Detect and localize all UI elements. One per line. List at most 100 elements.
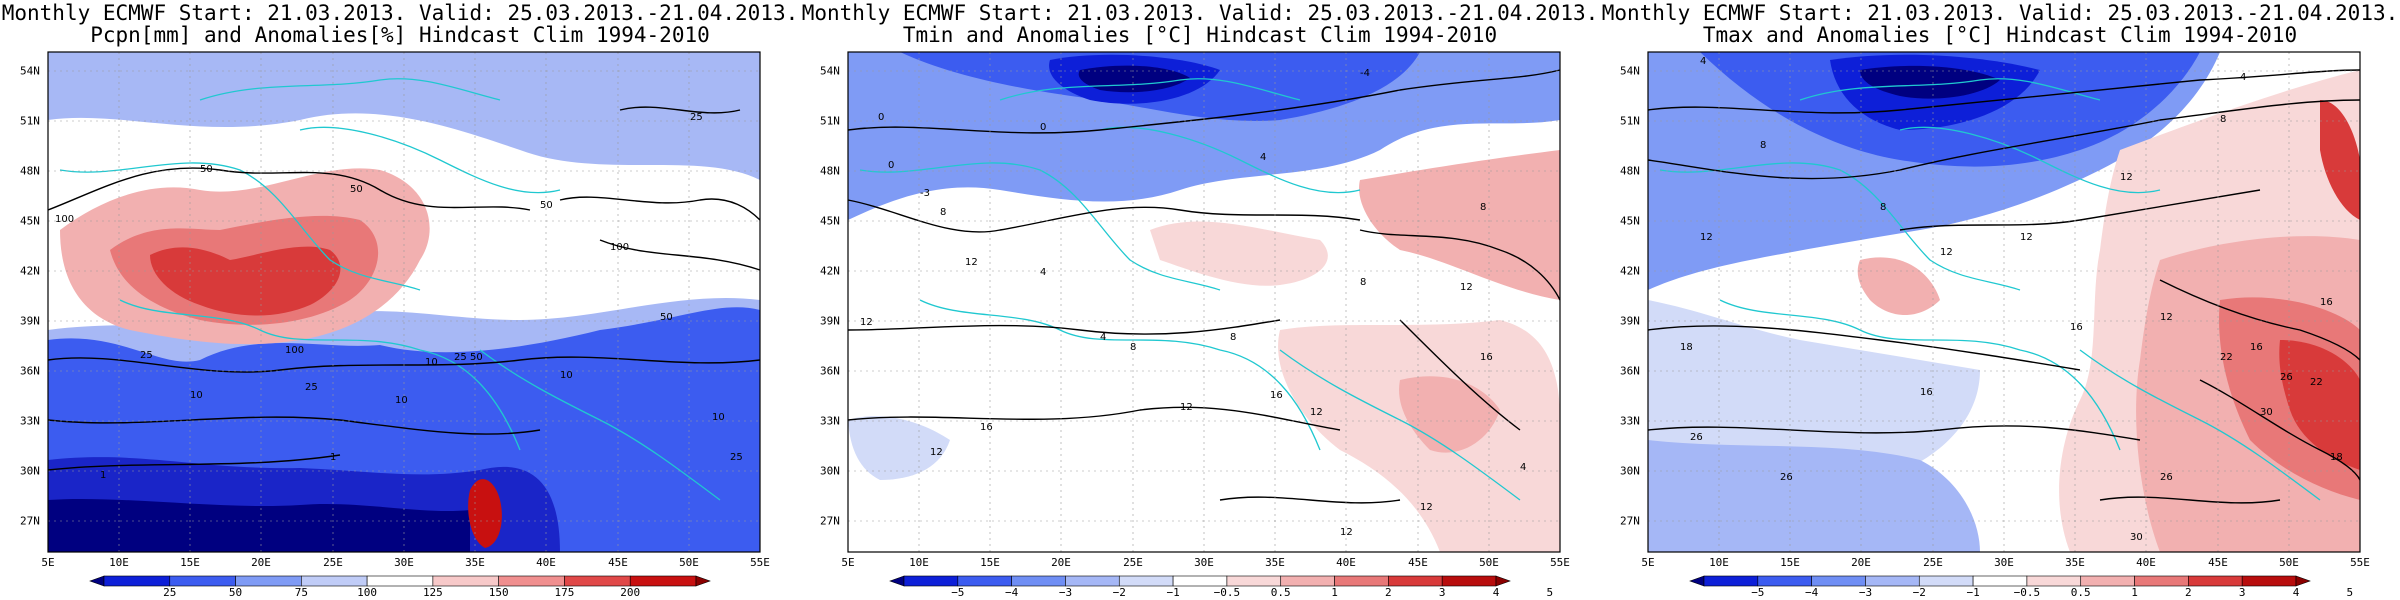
contour-label: 100 xyxy=(55,214,74,225)
colorbar-label: 4 xyxy=(1492,586,1500,599)
panel-subtitle: Tmin and Anomalies [°C] Hindcast Clim 19… xyxy=(902,23,1498,47)
x-tick: 5E xyxy=(41,556,55,569)
x-tick: 55E xyxy=(2350,556,2370,569)
colorbar-label: 5 xyxy=(2346,586,2354,599)
contour-label: 50 xyxy=(540,200,553,211)
x-tick: 45E xyxy=(1408,556,1428,569)
colorbar-label: −4 xyxy=(1005,586,1019,599)
colorbar-swatch xyxy=(301,575,368,587)
contour-label: 10 xyxy=(425,357,438,368)
contour-label: 12 xyxy=(2020,232,2033,243)
colorbar xyxy=(889,575,1511,587)
contour-label: 30 xyxy=(2260,407,2273,418)
y-tick: 54N xyxy=(820,64,840,78)
contour-label: 12 xyxy=(1420,502,1433,513)
x-tick: 20E xyxy=(1051,556,1071,569)
contour-label: 8 xyxy=(1760,140,1766,151)
x-tick: 35E xyxy=(465,556,485,569)
panel-title: Monthly ECMWF Start: 21.03.2013. Valid: … xyxy=(1,1,799,25)
y-tick: 33N xyxy=(820,414,840,428)
x-tick: 50E xyxy=(679,556,699,569)
contour-label: 1 xyxy=(100,470,106,481)
colorbar-swatch xyxy=(1811,575,1866,587)
contour-label: 4 xyxy=(1100,332,1106,343)
colorbar-swatch xyxy=(2295,575,2311,587)
x-tick: 30E xyxy=(1194,556,1214,569)
contour-label: 12 xyxy=(860,317,873,328)
y-tick: 45N xyxy=(820,214,840,228)
colorbar-swatch xyxy=(2134,575,2189,587)
contour-label: 8 xyxy=(2220,114,2226,125)
colorbar-label: 0.5 xyxy=(2070,586,2091,599)
y-tick: 39N xyxy=(20,314,40,328)
contour-label: 16 xyxy=(2320,297,2333,308)
colorbar-label: 125 xyxy=(422,586,443,599)
colorbar-swatch xyxy=(1918,575,1974,587)
contour-label: 4 xyxy=(1700,56,1706,67)
colorbar-swatch xyxy=(1334,575,1389,587)
contour-label: -3 xyxy=(920,188,930,199)
x-tick: 50E xyxy=(1479,556,1499,569)
y-tick: 45N xyxy=(1620,214,1640,228)
contour-label: 8 xyxy=(1230,332,1236,343)
colorbar-swatch xyxy=(1172,575,1228,587)
contour-label: 12 xyxy=(1180,402,1193,413)
y-tick: 42N xyxy=(1620,264,1640,278)
colorbar-label: −4 xyxy=(1805,586,1819,599)
x-tick: 10E xyxy=(1709,556,1729,569)
colorbar-swatch xyxy=(1865,575,1920,587)
contour-label: 16 xyxy=(1920,387,1933,398)
contour-label: 12 xyxy=(1700,232,1713,243)
colorbar-swatch xyxy=(903,575,959,587)
x-tick: 55E xyxy=(750,556,770,569)
contour-label: 22 xyxy=(2310,377,2323,388)
x-tick: 20E xyxy=(1851,556,1871,569)
contour-label: 12 xyxy=(2160,312,2173,323)
colorbar-label: −5 xyxy=(1751,586,1765,599)
tmin-panel: Monthly ECMWF Start: 21.03.2013. Valid: … xyxy=(800,0,1600,600)
y-tick: 48N xyxy=(20,164,40,178)
contour-label: 8 xyxy=(1360,277,1366,288)
contour-label: 25 xyxy=(730,452,743,463)
contour-label: 100 xyxy=(610,242,629,253)
contour-label: 100 xyxy=(285,345,304,356)
contour-label: 16 xyxy=(2250,342,2263,353)
contour-label: 8 xyxy=(940,207,946,218)
y-tick: 30N xyxy=(820,464,840,478)
contour-label: 0 xyxy=(878,112,884,123)
contour-label: 25 xyxy=(140,350,153,361)
x-tick: 35E xyxy=(2065,556,2085,569)
colorbar-swatch xyxy=(89,575,105,587)
y-tick: 33N xyxy=(20,414,40,428)
x-tick: 10E xyxy=(909,556,929,569)
y-tick: 36N xyxy=(820,364,840,378)
colorbar-label: 1 xyxy=(1331,586,1338,599)
contour-label: 18 xyxy=(1680,342,1693,353)
y-tick: 33N xyxy=(1620,414,1640,428)
colorbar-swatch xyxy=(695,575,711,587)
contour-label: 25 xyxy=(690,112,703,123)
colorbar-swatch xyxy=(2241,575,2297,587)
y-tick: 54N xyxy=(1620,64,1640,78)
y-tick: 36N xyxy=(1620,364,1640,378)
contour-label: 26 xyxy=(1780,472,1793,483)
y-tick: 39N xyxy=(1620,314,1640,328)
colorbar-label: 200 xyxy=(620,586,641,599)
precip-map: 100 50 25 10 1 50 100 25 50 10 25 10 1 1… xyxy=(47,51,761,553)
contour-label: 26 xyxy=(2280,372,2293,383)
colorbar-label: −3 xyxy=(1058,586,1073,599)
y-tick: 51N xyxy=(820,114,840,128)
contour-label: 4 xyxy=(1520,462,1526,473)
colorbar-swatch xyxy=(889,575,905,587)
colorbar-swatch xyxy=(1118,575,1174,587)
contour-label: 4 xyxy=(2240,72,2246,83)
contour-label: 0 xyxy=(1040,122,1046,133)
x-tick: 40E xyxy=(2136,556,2156,569)
contour-label: 50 xyxy=(350,184,363,195)
contour-label: 0 xyxy=(888,160,894,171)
colorbar-label: 2 xyxy=(2185,586,2192,599)
colorbar-label: 50 xyxy=(228,586,243,599)
colorbar-swatch xyxy=(2026,575,2082,587)
colorbar-swatch xyxy=(1495,575,1511,587)
y-tick: 30N xyxy=(1620,464,1640,478)
